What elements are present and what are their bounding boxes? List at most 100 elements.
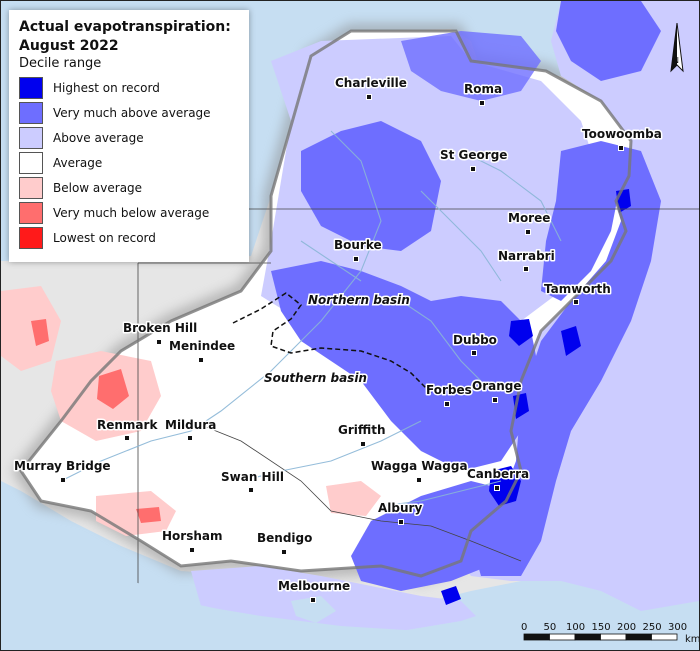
north-arrow: N (670, 22, 684, 73)
town-marker-horsham (189, 547, 195, 553)
very-much-below-average-areas (31, 319, 161, 523)
scale-unit-label: km (685, 634, 699, 645)
basin-divide (232, 292, 432, 394)
town-marker-tamworth (573, 299, 579, 305)
legend-label: Very much above average (53, 105, 211, 120)
town-marker-mildura (187, 435, 193, 441)
scale-tick-label: 200 (617, 622, 636, 633)
town-label-narrabri: Narrabri (498, 249, 555, 263)
town-label-melbourne: Melbourne (278, 579, 350, 593)
legend-label: Lowest on record (53, 230, 156, 245)
basin-outline (19, 29, 633, 578)
town-marker-canberra (494, 485, 500, 491)
scale-tick-label: 250 (643, 622, 662, 633)
town-marker-narrabri (523, 266, 529, 272)
town-label-murray-bridge: Murray Bridge (14, 459, 111, 473)
central-very-much-above (271, 261, 541, 471)
town-marker-melbourne (310, 597, 316, 603)
town-label-dubbo: Dubbo (453, 333, 497, 347)
town-label-griffith: Griffith (338, 423, 386, 437)
town-label-st-george: St George (440, 148, 507, 162)
legend-subtitle: Decile range (19, 56, 102, 71)
legend-swatch (19, 126, 43, 149)
town-marker-albury (398, 519, 404, 525)
east-coast-strong (471, 141, 661, 576)
town-label-wagga-wagga: Wagga Wagga (371, 459, 468, 473)
gippsland-above (191, 566, 481, 631)
legend-label: Above average (53, 130, 144, 145)
town-label-bourke: Bourke (334, 238, 382, 252)
town-label-albury: Albury (378, 501, 422, 515)
town-marker-toowoomba (618, 145, 624, 151)
legend-row: Highest on record (19, 75, 239, 100)
town-label-tamworth: Tamworth (544, 282, 611, 296)
port-phillip-bay (291, 596, 336, 623)
town-label-bendigo: Bendigo (257, 531, 312, 545)
town-marker-renmark (124, 435, 130, 441)
legend-label: Average (53, 155, 103, 170)
town-label-horsham: Horsham (162, 529, 223, 543)
scale-segment (651, 633, 678, 641)
legend-row: Above average (19, 125, 239, 150)
legend-label: Very much below average (53, 205, 210, 220)
north-arrow-letter: N (673, 56, 679, 65)
south-east-very-much-above (351, 481, 521, 591)
north-very-much-above (301, 121, 441, 251)
north-east-vmaa (401, 31, 541, 101)
town-label-menindee: Menindee (169, 339, 235, 353)
legend: Actual evapotranspiration: August 2022 D… (9, 10, 249, 262)
scale-tick-label: 150 (592, 622, 611, 633)
town-marker-broken-hill (156, 339, 162, 345)
town-label-roma: Roma (464, 82, 502, 96)
town-label-renmark: Renmark (97, 418, 158, 432)
town-marker-wagga-wagga (416, 477, 422, 483)
top-right-vmaa (556, 1, 661, 81)
legend-swatch (19, 226, 43, 249)
rivers (60, 130, 562, 507)
town-label-charleville: Charleville (335, 76, 407, 90)
scale-tick-label: 100 (566, 622, 585, 633)
legend-swatch (19, 101, 43, 124)
scale-segment (549, 633, 576, 641)
town-label-swan-hill: Swan Hill (221, 470, 284, 484)
legend-title: Actual evapotranspiration: August 2022 (19, 19, 231, 54)
town-marker-griffith (360, 441, 366, 447)
legend-rows: Highest on record Very much above average… (19, 75, 239, 250)
legend-label: Below average (53, 180, 143, 195)
legend-row: Below average (19, 175, 239, 200)
legend-swatch (19, 176, 43, 199)
scale-tick-label: 300 (668, 622, 687, 633)
town-marker-murray-bridge (60, 477, 66, 483)
town-label-toowoomba: Toowoomba (582, 127, 662, 141)
scale-segment (625, 633, 652, 641)
town-marker-moree (525, 229, 531, 235)
scale-segment (523, 633, 550, 641)
legend-row: Very much below average (19, 200, 239, 225)
town-marker-swan-hill (248, 487, 254, 493)
town-marker-st-george (470, 166, 476, 172)
town-marker-orange (492, 397, 498, 403)
town-marker-charleville (366, 94, 372, 100)
northern-basin-label: Northern basin (308, 293, 410, 307)
town-label-mildura: Mildura (165, 418, 216, 432)
scale-segment (600, 633, 627, 641)
scale-tick-label: 0 (521, 622, 527, 633)
east-very-much-above (541, 141, 621, 301)
town-label-forbes: Forbes (426, 383, 472, 397)
town-marker-bendigo (281, 549, 287, 555)
town-marker-roma (479, 100, 485, 106)
legend-swatch (19, 76, 43, 99)
legend-row: Average (19, 150, 239, 175)
scale-segment (574, 633, 601, 641)
southern-basin-label: Southern basin (264, 371, 367, 385)
town-marker-dubbo (471, 350, 477, 356)
town-marker-bourke (353, 256, 359, 262)
towns-layer: Charleville Roma Toowoomba St George Moree Bo… (13, 75, 663, 603)
highest-on-record-patches (441, 189, 631, 605)
legend-label: Highest on record (53, 80, 160, 95)
town-marker-forbes (444, 401, 450, 407)
legend-swatch (19, 201, 43, 224)
